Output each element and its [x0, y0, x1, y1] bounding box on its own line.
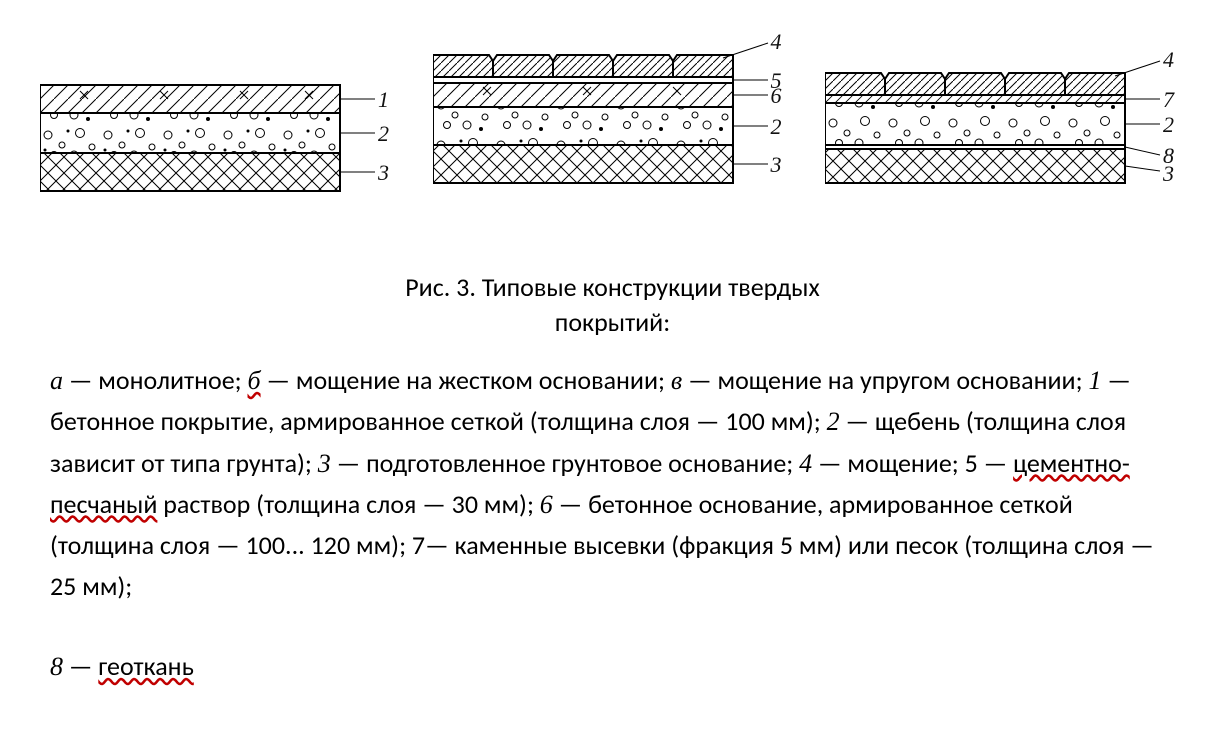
label-b-2: 2 [771, 116, 782, 138]
legend-8-wavy: геоткань [98, 650, 194, 682]
legend: а — монолитное; б — мощение на жестком о… [40, 360, 1185, 687]
legend-5-num: 5 [965, 447, 978, 479]
legend-v-text: — мощение на упругом основании; [682, 364, 1088, 396]
diagrams-row: 1 2 3 [40, 30, 1185, 210]
diagram-b-svg [433, 35, 793, 210]
legend-5-post: раствор (толщина слоя — 30 мм); [157, 488, 539, 520]
legend-a-letter: а [50, 366, 63, 395]
label-v-7: 7 [1163, 89, 1174, 111]
diagram-v-svg [825, 35, 1185, 210]
diagram-a: 1 2 3 [40, 35, 400, 210]
label-a-2: 2 [378, 123, 389, 145]
legend-b-text: — мощение на жестком основании; [261, 364, 671, 396]
legend-8-pre: — [63, 650, 98, 682]
legend-2-num: 2 [827, 407, 840, 436]
label-b-4: 4 [771, 31, 782, 53]
diagram-b: 4 5 6 2 3 [433, 35, 793, 210]
caption-line-2: покрытий: [40, 305, 1185, 340]
label-v-4: 4 [1163, 49, 1174, 71]
label-a-1: 1 [378, 89, 389, 111]
legend-5-pre: — [978, 447, 1013, 479]
label-b-6: 6 [771, 85, 782, 107]
legend-6-num: 6 [540, 490, 553, 519]
page: 1 2 3 [0, 0, 1225, 734]
caption-line-1: Рис. 3. Типовые конструкции твердых [40, 270, 1185, 305]
legend-b-letter: б [248, 366, 261, 395]
diagram-v: 4 7 2 8 3 [825, 35, 1185, 210]
legend-1-num: 1 [1088, 366, 1101, 395]
label-v-2: 2 [1163, 114, 1174, 136]
label-b-3: 3 [771, 154, 782, 176]
figure-caption: Рис. 3. Типовые конструкции твердых покр… [40, 270, 1185, 340]
legend-a-text: — монолитное; [63, 364, 248, 396]
diagram-a-svg [40, 35, 400, 210]
legend-8-num: 8 [50, 652, 63, 681]
label-v-3: 3 [1163, 163, 1174, 185]
legend-v-letter: в [671, 366, 682, 395]
legend-3-text: — подготовленное грунтовое основание; [331, 447, 799, 479]
label-a-3: 3 [378, 162, 389, 184]
legend-3-num: 3 [318, 449, 331, 478]
legend-4-text: — мощение; [812, 447, 964, 479]
legend-7-num: 7 [412, 529, 425, 561]
legend-4-num: 4 [799, 449, 812, 478]
